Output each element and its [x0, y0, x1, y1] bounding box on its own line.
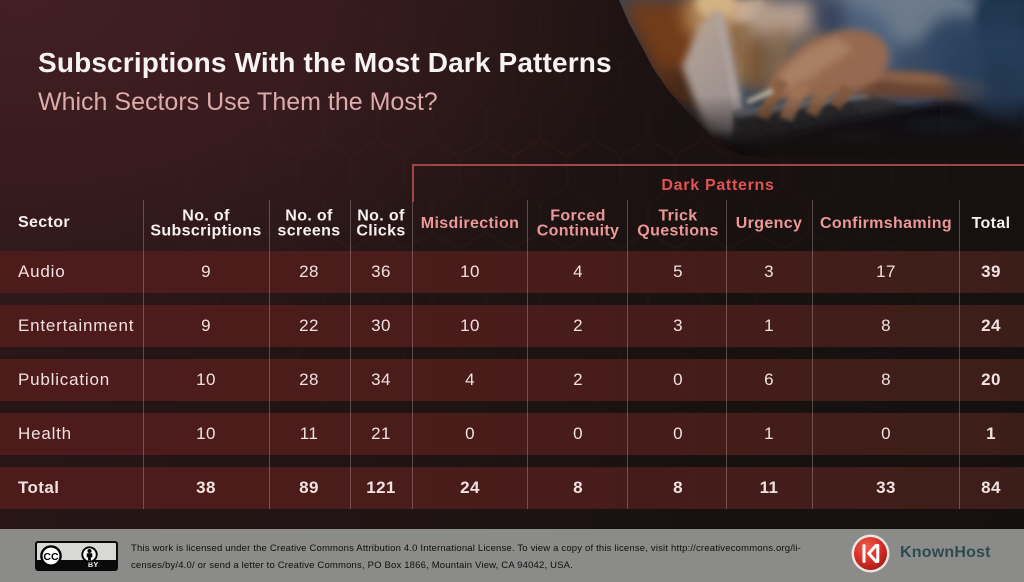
svg-text:CC: CC — [43, 551, 59, 563]
